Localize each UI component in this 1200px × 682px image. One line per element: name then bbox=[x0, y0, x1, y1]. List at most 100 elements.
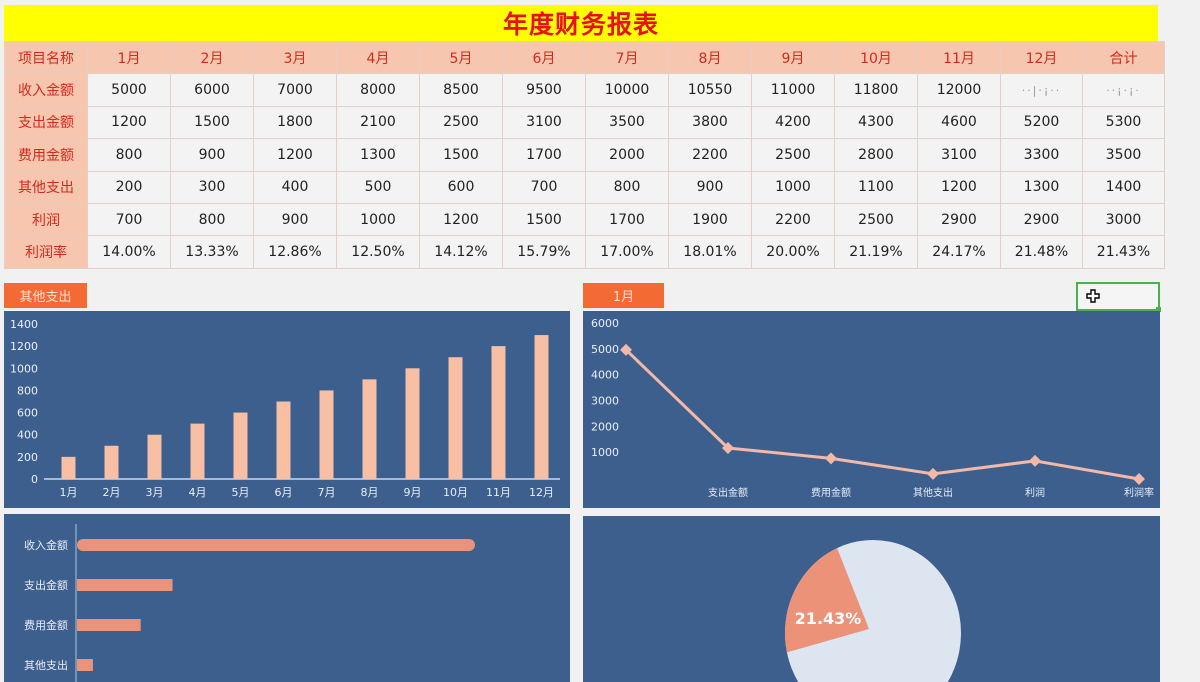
table-cell[interactable]: 10550 bbox=[668, 73, 752, 107]
row-header[interactable]: 利润率 bbox=[4, 235, 88, 269]
column-header[interactable]: 项目名称 bbox=[4, 40, 88, 75]
hbar[interactable] bbox=[77, 539, 475, 551]
pie-slice-profit-rate[interactable] bbox=[785, 548, 869, 653]
table-cell[interactable]: 21.48% bbox=[1000, 235, 1083, 269]
table-cell[interactable]: 9500 bbox=[502, 73, 586, 107]
data-point-marker[interactable] bbox=[722, 442, 734, 454]
table-cell[interactable]: 1800 bbox=[253, 105, 337, 140]
table-cell[interactable]: 4300 bbox=[834, 105, 918, 140]
table-cell[interactable]: 300 bbox=[170, 170, 254, 204]
table-cell[interactable]: 6000 bbox=[170, 73, 254, 107]
month-selector[interactable]: 1月 bbox=[583, 283, 664, 308]
table-cell[interactable]: 1400 bbox=[1082, 170, 1165, 204]
table-cell[interactable]: 13.33% bbox=[170, 235, 254, 269]
table-cell[interactable]: 900 bbox=[668, 170, 752, 204]
column-header[interactable]: 12月 bbox=[1000, 40, 1083, 75]
bar[interactable] bbox=[104, 445, 119, 479]
table-cell[interactable]: 500 bbox=[336, 170, 420, 204]
table-cell[interactable]: 1200 bbox=[419, 202, 503, 237]
table-cell[interactable]: 600 bbox=[419, 170, 503, 204]
table-cell[interactable]: 12000 bbox=[917, 73, 1001, 107]
table-cell[interactable]: 1700 bbox=[502, 138, 586, 172]
table-cell[interactable]: 900 bbox=[253, 202, 337, 237]
hbar[interactable] bbox=[77, 619, 141, 631]
bar[interactable] bbox=[448, 357, 463, 479]
table-cell[interactable]: 800 bbox=[585, 170, 669, 204]
selected-cell[interactable] bbox=[1076, 282, 1161, 312]
table-cell[interactable]: 1500 bbox=[419, 138, 503, 172]
table-cell[interactable]: 21.19% bbox=[834, 235, 918, 269]
column-header[interactable]: 4月 bbox=[336, 40, 420, 75]
row-header[interactable]: 费用金额 bbox=[4, 138, 88, 172]
data-point-marker[interactable] bbox=[825, 452, 837, 465]
table-cell[interactable]: 2500 bbox=[419, 105, 503, 140]
table-cell[interactable]: 2800 bbox=[834, 138, 918, 172]
table-cell[interactable]: 700 bbox=[87, 202, 171, 237]
table-cell[interactable]: 1700 bbox=[585, 202, 669, 237]
column-header[interactable]: 5月 bbox=[419, 40, 503, 75]
table-cell[interactable]: 2500 bbox=[834, 202, 918, 237]
data-point-marker[interactable] bbox=[1029, 454, 1041, 467]
table-cell[interactable]: 2900 bbox=[1000, 202, 1083, 237]
data-point-marker[interactable] bbox=[1133, 472, 1145, 485]
table-cell[interactable]: 2100 bbox=[336, 105, 420, 140]
column-header[interactable]: 11月 bbox=[917, 40, 1001, 75]
bar[interactable] bbox=[233, 412, 248, 479]
bar[interactable] bbox=[190, 423, 205, 479]
table-cell[interactable]: 21.43% bbox=[1082, 235, 1165, 269]
fill-handle[interactable] bbox=[1156, 307, 1161, 312]
table-cell[interactable]: 20.00% bbox=[751, 235, 835, 269]
row-header[interactable]: 收入金额 bbox=[4, 73, 88, 107]
table-cell[interactable]: 2900 bbox=[917, 202, 1001, 237]
table-cell[interactable]: 14.12% bbox=[419, 235, 503, 269]
table-cell[interactable]: 14.00% bbox=[87, 235, 171, 269]
table-cell[interactable]: 8000 bbox=[336, 73, 420, 107]
table-cell[interactable]: 4200 bbox=[751, 105, 835, 140]
table-cell[interactable]: 15.79% bbox=[502, 235, 586, 269]
bar[interactable] bbox=[534, 335, 549, 479]
category-selector[interactable]: 其他支出 bbox=[4, 283, 87, 308]
table-cell[interactable]: 1100 bbox=[834, 170, 918, 204]
table-cell[interactable]: 2000 bbox=[585, 138, 669, 172]
table-cell[interactable]: 1500 bbox=[170, 105, 254, 140]
table-cell[interactable]: 1200 bbox=[253, 138, 337, 172]
table-cell[interactable]: 7000 bbox=[253, 73, 337, 107]
bar[interactable] bbox=[362, 379, 377, 479]
table-cell[interactable]: 3800 bbox=[668, 105, 752, 140]
table-cell[interactable]: ··¡·¡· bbox=[1082, 73, 1165, 107]
table-cell[interactable]: 1500 bbox=[502, 202, 586, 237]
table-cell[interactable]: 11800 bbox=[834, 73, 918, 107]
column-header[interactable]: 9月 bbox=[751, 40, 835, 75]
bar[interactable] bbox=[147, 434, 162, 479]
column-header[interactable]: 8月 bbox=[668, 40, 752, 75]
table-cell[interactable]: 5000 bbox=[87, 73, 171, 107]
row-header[interactable]: 利润 bbox=[4, 202, 88, 237]
data-point-marker[interactable] bbox=[927, 467, 939, 480]
row-header[interactable]: 其他支出 bbox=[4, 170, 88, 204]
hbar[interactable] bbox=[77, 579, 173, 591]
table-cell[interactable]: 2500 bbox=[751, 138, 835, 172]
bar[interactable] bbox=[276, 401, 291, 480]
column-header[interactable]: 1月 bbox=[87, 40, 171, 75]
table-cell[interactable]: 4600 bbox=[917, 105, 1001, 140]
table-cell[interactable]: 1200 bbox=[87, 105, 171, 140]
table-cell[interactable]: 1000 bbox=[336, 202, 420, 237]
column-header[interactable]: 6月 bbox=[502, 40, 586, 75]
bar[interactable] bbox=[491, 346, 506, 479]
table-cell[interactable]: 17.00% bbox=[585, 235, 669, 269]
table-cell[interactable]: 5300 bbox=[1082, 105, 1165, 140]
table-cell[interactable]: 800 bbox=[87, 138, 171, 172]
data-point-marker[interactable] bbox=[620, 343, 632, 356]
table-cell[interactable]: 11000 bbox=[751, 73, 835, 107]
table-cell[interactable]: 8500 bbox=[419, 73, 503, 107]
table-cell[interactable]: 12.86% bbox=[253, 235, 337, 269]
table-cell[interactable]: 2200 bbox=[668, 138, 752, 172]
column-header[interactable]: 7月 bbox=[585, 40, 669, 75]
table-cell[interactable]: 24.17% bbox=[917, 235, 1001, 269]
table-cell[interactable]: 1300 bbox=[1000, 170, 1083, 204]
table-cell[interactable]: 800 bbox=[170, 202, 254, 237]
bar[interactable] bbox=[405, 368, 420, 479]
bar[interactable] bbox=[319, 390, 334, 479]
table-cell[interactable]: 200 bbox=[87, 170, 171, 204]
table-cell[interactable]: 1200 bbox=[917, 170, 1001, 204]
